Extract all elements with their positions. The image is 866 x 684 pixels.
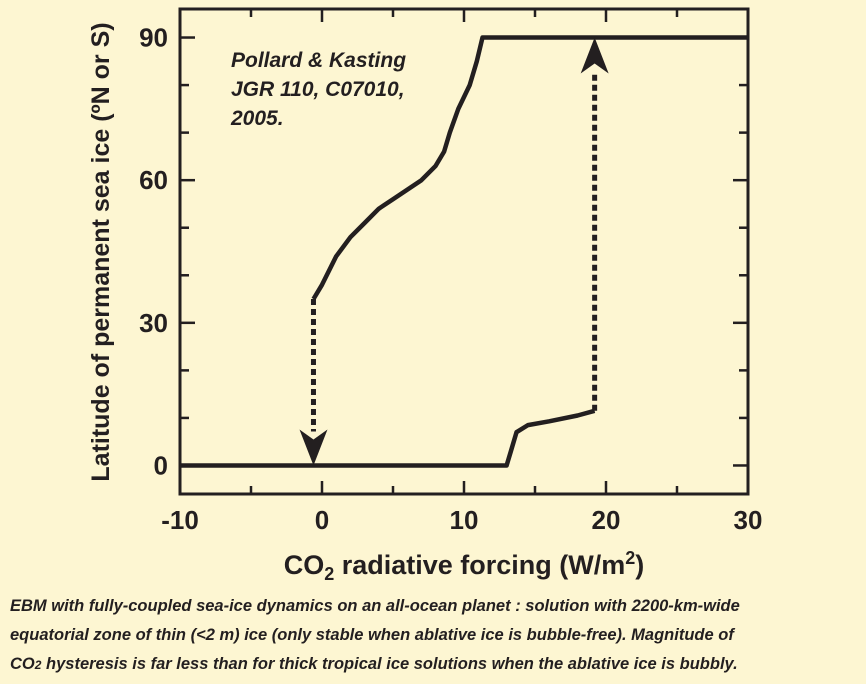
annotation: Pollard & Kasting JGR 110, C07010, 2005. bbox=[230, 49, 406, 130]
hysteresis-arrow-down-head bbox=[299, 429, 328, 466]
figure-caption: EBM with fully-coupled sea-ice dynamics … bbox=[10, 592, 860, 680]
arrow-layer bbox=[299, 37, 609, 466]
caption-line-3: CO2 hysteresis is far less than for thic… bbox=[10, 650, 860, 680]
y-tick-label: 60 bbox=[139, 165, 168, 195]
y-tick-label: 30 bbox=[139, 308, 168, 338]
x-tick-label: 30 bbox=[734, 505, 763, 535]
x-tick-label: -10 bbox=[161, 505, 199, 535]
caption-line-3-rest: hysteresis is far less than for thick tr… bbox=[41, 655, 738, 673]
hysteresis-arrow-up-head bbox=[580, 37, 609, 74]
caption-co: CO bbox=[10, 655, 35, 673]
y-tick-label: 0 bbox=[154, 450, 168, 480]
x-tick-label: 10 bbox=[450, 505, 479, 535]
x-tick-label: 20 bbox=[592, 505, 621, 535]
caption-line-1: EBM with fully-coupled sea-ice dynamics … bbox=[10, 597, 740, 615]
annotation-line-3: 2005. bbox=[230, 107, 284, 130]
y-axis-label: Latitude of permanent sea ice (ºN or S) bbox=[87, 22, 115, 481]
x-axis-label: CO2 radiative forcing (W/m2) bbox=[284, 548, 645, 584]
series-line-1 bbox=[180, 408, 596, 468]
chart: -10 0 10 20 30 0 30 60 90 Pollard & Kasting JGR … bbox=[87, 7, 762, 584]
annotation-line-1: Pollard & Kasting bbox=[231, 49, 406, 72]
series-line-2 bbox=[311, 35, 748, 301]
caption-line-2: equatorial zone of thin (<2 m) ice (only… bbox=[10, 626, 734, 644]
series-layer bbox=[180, 35, 748, 468]
annotation-line-2: JGR 110, C07010, bbox=[231, 78, 405, 101]
x-tick-label: 0 bbox=[315, 505, 329, 535]
y-tick-label: 90 bbox=[139, 23, 168, 53]
tick-labels: -10 0 10 20 30 0 30 60 90 bbox=[139, 23, 762, 535]
caption-co-subscript: 2 bbox=[34, 658, 42, 672]
